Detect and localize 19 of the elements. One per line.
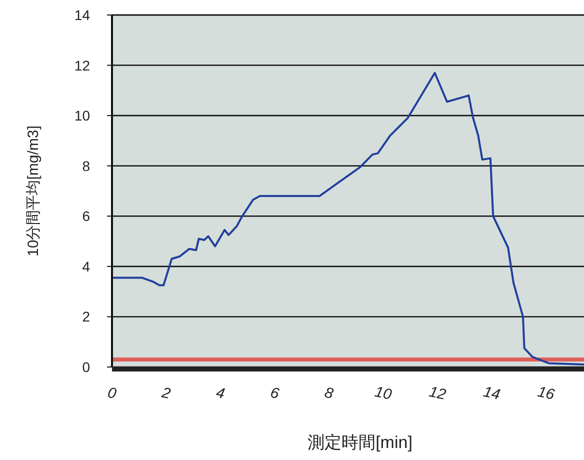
x-tick-label: 12: [427, 383, 448, 404]
x-tick-label: 2: [159, 384, 173, 403]
x-axis-title: 測定時間[min]: [308, 433, 412, 452]
x-tick-label: 4: [214, 384, 226, 403]
y-tick-label: 14: [74, 7, 90, 23]
y-tick-label: 6: [82, 208, 90, 224]
y-tick-label: 2: [82, 308, 90, 325]
x-tick-label: 10: [373, 383, 394, 404]
x-tick-label: 0: [106, 384, 118, 403]
y-tick-label: 0: [82, 359, 90, 375]
y-tick-label: 4: [82, 258, 90, 274]
x-tick-label: 6: [268, 384, 282, 403]
x-tick-label: 16: [536, 383, 556, 404]
y-tick-label: 8: [82, 158, 90, 174]
y-axis-title: 10分間平均[mg/m3]: [25, 126, 42, 256]
x-tick-label: 8: [323, 384, 336, 403]
y-tick-label: 12: [74, 57, 90, 74]
x-tick-label: 14: [482, 383, 502, 404]
y-tick-label: 10: [74, 108, 90, 124]
